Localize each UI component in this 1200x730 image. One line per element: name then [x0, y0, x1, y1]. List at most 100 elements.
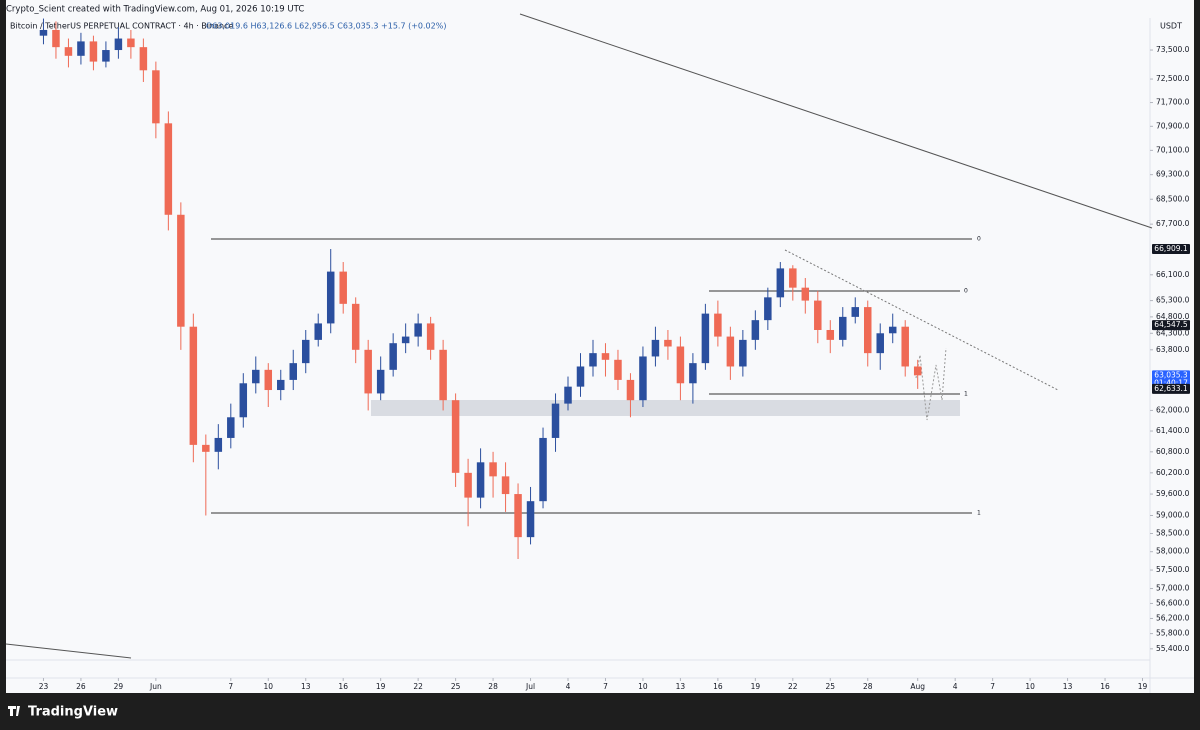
candle-body — [814, 300, 822, 330]
y-tick-label: 68,500.0 — [1156, 194, 1190, 203]
candle-body — [764, 297, 772, 321]
y-tick-label: 55,800.0 — [1156, 629, 1190, 638]
x-tick-label: 26 — [76, 682, 86, 691]
candle-body — [401, 336, 410, 344]
candle-body — [326, 271, 335, 324]
y-tick-label: 67,700.0 — [1156, 219, 1190, 228]
candle-body — [851, 307, 860, 317]
price-label: 64,547.5 — [1154, 320, 1188, 329]
candle-body — [164, 123, 173, 215]
y-tick-label: 65,300.0 — [1156, 296, 1190, 305]
x-tick-label: 28 — [863, 682, 873, 691]
x-tick-label: 7 — [603, 682, 608, 691]
candle-body — [239, 383, 248, 418]
credit: Crypto_Scient created with TradingView.c… — [6, 5, 304, 15]
candle-body — [651, 339, 660, 357]
y-tick-label: 60,200.0 — [1156, 468, 1190, 477]
candle-body — [376, 369, 385, 394]
candle-body — [751, 320, 760, 340]
trendline — [519, 13, 1153, 229]
candle-body — [589, 353, 597, 367]
x-tick-label: 19 — [751, 682, 761, 691]
candle-body — [576, 366, 585, 387]
candle-body — [614, 359, 622, 380]
x-tick-label: 4 — [953, 682, 958, 691]
candle-body — [789, 268, 797, 288]
x-tick-label: 7 — [990, 682, 995, 691]
y-tick-label: 63,800.0 — [1156, 345, 1190, 354]
candle-body — [739, 339, 747, 367]
x-tick-label: 19 — [1138, 682, 1148, 691]
candle-body — [339, 271, 347, 304]
currency: USDT — [1160, 22, 1182, 31]
ohlc-legend: O63,019.6 H63,126.6 L62,956.5 C63,035.3 … — [206, 22, 446, 31]
candle-body — [464, 472, 472, 498]
candle-body — [689, 363, 697, 384]
y-tick-label: 56,600.0 — [1156, 598, 1190, 607]
y-tick-label: 71,700.0 — [1156, 98, 1190, 107]
candle-body — [701, 313, 710, 364]
brand-logo — [8, 706, 20, 716]
candle-body — [102, 50, 110, 62]
candle-body — [152, 70, 160, 124]
candle-body — [52, 29, 60, 48]
candle-body — [202, 444, 210, 452]
x-tick-label: 4 — [566, 682, 571, 691]
y-tick-label: 62,000.0 — [1156, 405, 1190, 414]
candle-body — [414, 323, 422, 337]
x-tick-label: 13 — [1063, 682, 1073, 691]
candle-body — [664, 339, 672, 347]
x-tick-label: 16 — [1100, 682, 1110, 691]
x-tick-label: 16 — [713, 682, 723, 691]
candle-body — [676, 346, 685, 384]
price-label-box — [1152, 244, 1190, 255]
candle-body — [888, 326, 897, 334]
price-label-box — [1152, 370, 1190, 389]
y-tick-label: 73,500.0 — [1156, 45, 1190, 54]
candle-body — [714, 313, 722, 337]
chart-background — [6, 0, 1194, 693]
x-tick-label: 13 — [676, 682, 686, 691]
candle-body — [77, 41, 85, 56]
brand: TradingView — [28, 705, 118, 720]
x-tick-label: 23 — [39, 682, 49, 691]
trendline — [5, 643, 132, 659]
candle-body — [776, 268, 785, 298]
y-tick-label: 58,000.0 — [1156, 547, 1190, 556]
y-tick-label: 69,300.0 — [1156, 170, 1190, 179]
y-tick-label: 57,000.0 — [1156, 584, 1190, 593]
y-tick-label: 61,400.0 — [1156, 426, 1190, 435]
y-tick-label: 66,100.0 — [1156, 270, 1190, 279]
y-tick-label: 64,300.0 — [1156, 328, 1190, 337]
projection-path — [915, 347, 947, 421]
candle-body — [64, 47, 73, 56]
candle-body — [189, 326, 198, 445]
y-tick-label: 55,400.0 — [1156, 644, 1190, 653]
candle-body — [451, 400, 460, 473]
dotted-trendline — [784, 249, 1059, 391]
y-tick-label: 64,800.0 — [1156, 312, 1190, 321]
countdown: 01:40:17 — [1154, 378, 1188, 387]
x-tick-label: 29 — [114, 682, 124, 691]
x-tick-label: 7 — [228, 682, 233, 691]
candle-body — [177, 214, 185, 327]
y-tick-label: 58,500.0 — [1156, 529, 1190, 538]
fib-label: 1 — [964, 391, 968, 398]
y-tick-label: 59,000.0 — [1156, 510, 1190, 519]
price-label: 63,035.3 — [1154, 370, 1188, 379]
candle-body — [913, 366, 922, 376]
candle-body — [526, 501, 535, 538]
candle-body — [89, 41, 98, 62]
candle-body — [639, 356, 647, 401]
candle-body — [127, 38, 135, 48]
y-tick-label: 59,600.0 — [1156, 489, 1190, 498]
candle-body — [539, 437, 547, 502]
candle-body — [489, 462, 497, 477]
candle-body — [426, 323, 435, 350]
candle-body — [564, 386, 572, 404]
candle-body — [277, 379, 285, 391]
candle-body — [39, 29, 48, 36]
candle-body — [826, 329, 835, 340]
x-tick-label: 10 — [638, 682, 648, 691]
